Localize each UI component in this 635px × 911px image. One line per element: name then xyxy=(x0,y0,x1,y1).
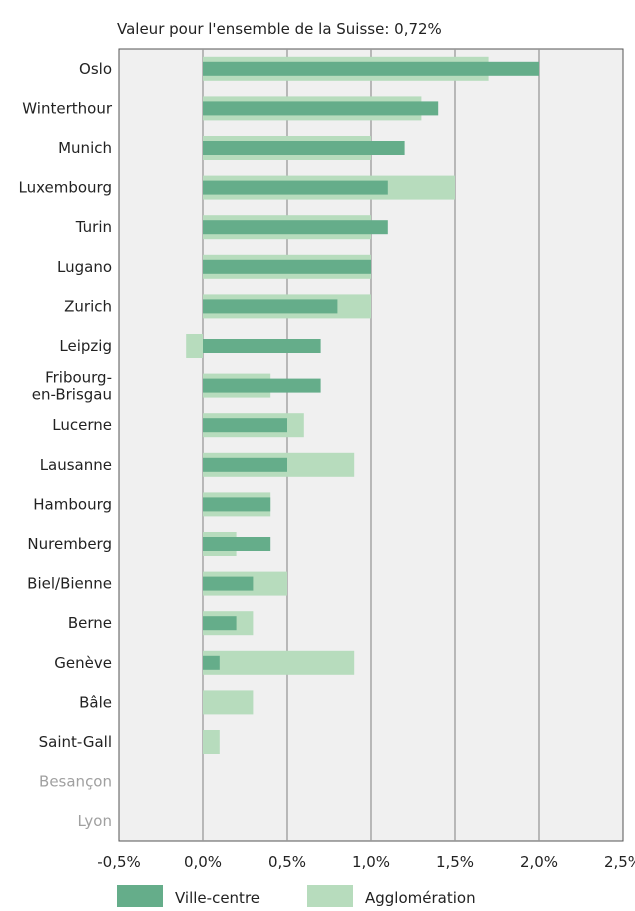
x-tick-labels: -0,5% 0,0% 0,5% 1,0% 1,5% 2,0% 2,5% xyxy=(97,853,635,871)
category-label: Winterthour xyxy=(22,99,113,117)
bar-ville-centre xyxy=(203,457,287,472)
legend-swatch xyxy=(117,885,163,907)
bar-ville-centre xyxy=(203,259,371,274)
category-label: Lucerne xyxy=(52,416,112,434)
category-label: Lyon xyxy=(77,812,112,830)
bar-agglomeration xyxy=(203,690,254,715)
bar-ville-centre xyxy=(203,378,321,393)
category-label: Leipzig xyxy=(59,337,112,355)
bar-ville-centre xyxy=(203,576,254,591)
bar-ville-centre xyxy=(203,616,237,631)
legend-label: Ville-centre xyxy=(175,889,260,907)
category-label: Genève xyxy=(54,654,112,672)
category-label: Oslo xyxy=(79,60,112,78)
category-label: Bâle xyxy=(79,693,112,711)
category-label: Fribourg-en-Brisgau xyxy=(32,369,112,404)
bar-ville-centre xyxy=(203,418,287,433)
bar-agglomeration xyxy=(203,650,355,675)
category-label: Besançon xyxy=(39,773,112,791)
category-label: Lugano xyxy=(57,258,112,276)
x-tick-label: 2,0% xyxy=(520,853,558,871)
chart-subtitle: Valeur pour l'ensemble de la Suisse: 0,7… xyxy=(117,20,442,38)
category-label: Turin xyxy=(75,218,112,236)
bar-ville-centre xyxy=(203,141,405,155)
legend-label: Agglomération xyxy=(365,889,476,907)
category-labels: Oslo Winterthour Munich Luxembourg Turin Luga… xyxy=(19,60,113,830)
x-tick-label: 1,5% xyxy=(436,853,474,871)
bar-ville-centre xyxy=(203,537,271,551)
bar-ville-centre xyxy=(203,299,338,314)
category-label: Lausanne xyxy=(40,456,112,474)
category-label: Munich xyxy=(58,139,112,157)
bar-agglomeration xyxy=(186,334,203,358)
bar-ville-centre xyxy=(203,61,539,76)
category-label: Zurich xyxy=(64,297,112,315)
bar-ville-centre xyxy=(203,101,439,116)
x-tick-label: 1,0% xyxy=(352,853,390,871)
category-label: Hambourg xyxy=(33,495,112,513)
bar-ville-centre xyxy=(203,180,388,195)
bar-ville-centre xyxy=(203,497,271,512)
category-label: Saint-Gall xyxy=(39,733,112,751)
x-tick-label: 0,5% xyxy=(268,853,306,871)
category-label: Nuremberg xyxy=(27,535,112,553)
category-label: Berne xyxy=(68,614,112,632)
x-tick-label: 0,0% xyxy=(184,853,222,871)
bar-ville-centre xyxy=(203,339,321,353)
category-label: Biel/Bienne xyxy=(27,575,112,593)
bar-ville-centre xyxy=(203,220,388,235)
bars xyxy=(186,56,539,754)
legend: Ville-centre Agglomération xyxy=(117,885,476,907)
legend-swatch xyxy=(307,885,353,907)
category-label: Luxembourg xyxy=(19,179,113,197)
x-tick-label: 2,5% xyxy=(604,853,635,871)
bar-agglomeration xyxy=(203,730,220,754)
x-tick-label: -0,5% xyxy=(97,853,141,871)
bar-ville-centre xyxy=(203,655,220,670)
